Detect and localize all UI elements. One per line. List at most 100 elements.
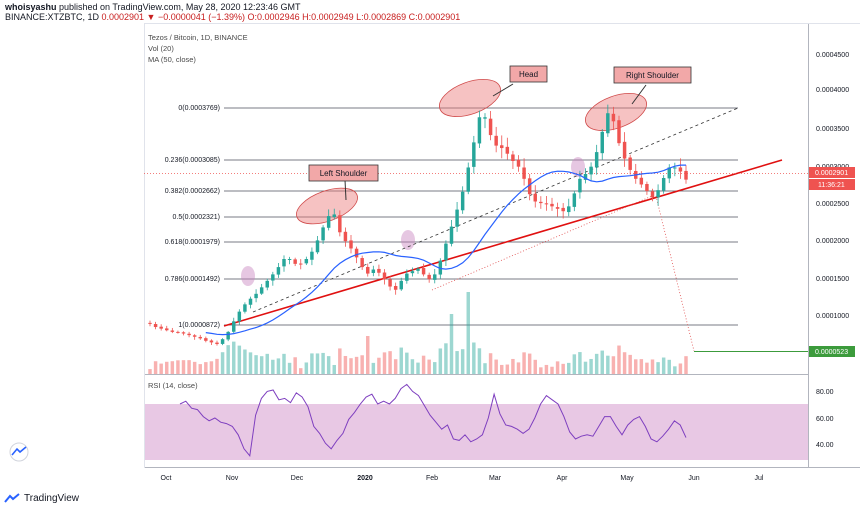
- candle-body[interactable]: [433, 274, 437, 280]
- candle-body[interactable]: [192, 335, 197, 337]
- candle-body[interactable]: [449, 226, 454, 244]
- callout-box[interactable]: [509, 65, 548, 83]
- head-ellipse[interactable]: [434, 72, 505, 124]
- candle-body[interactable]: [561, 207, 565, 212]
- candlesticks[interactable]: [148, 104, 688, 346]
- rsi-axis[interactable]: 80.00 60.00 40.00: [816, 389, 834, 449]
- left-shoulder-ellipse[interactable]: [292, 181, 362, 231]
- candle-body[interactable]: [366, 266, 370, 274]
- candle-body[interactable]: [661, 178, 666, 191]
- callout-right-shoulder[interactable]: Right Shoulder: [613, 66, 692, 105]
- candle-body[interactable]: [505, 146, 510, 154]
- channel-dashed-line[interactable]: [252, 107, 739, 313]
- price-pane[interactable]: [144, 23, 808, 374]
- candle-body[interactable]: [181, 332, 186, 334]
- pattern-highlights[interactable]: [241, 72, 652, 286]
- candle-body[interactable]: [393, 286, 398, 290]
- candle-body[interactable]: [589, 166, 593, 175]
- candle-body[interactable]: [332, 214, 336, 218]
- candle-body[interactable]: [299, 263, 303, 265]
- candle-body[interactable]: [606, 113, 610, 134]
- candle-body[interactable]: [516, 159, 521, 167]
- projection-line[interactable]: [655, 195, 695, 352]
- candle-body[interactable]: [282, 258, 286, 267]
- candle-body[interactable]: [650, 191, 655, 198]
- candle-body[interactable]: [539, 201, 543, 204]
- candle-body[interactable]: [567, 206, 571, 213]
- candle-body[interactable]: [522, 167, 526, 179]
- mini-shoulder-1[interactable]: [241, 266, 255, 286]
- candle-body[interactable]: [667, 167, 671, 179]
- rsi-line[interactable]: [179, 383, 687, 457]
- callout-box[interactable]: [308, 164, 379, 182]
- candle-body[interactable]: [466, 167, 470, 192]
- candle-body[interactable]: [460, 191, 465, 211]
- candle-body[interactable]: [572, 193, 577, 207]
- candle-body[interactable]: [583, 173, 588, 180]
- candle-body[interactable]: [578, 178, 582, 193]
- author-name[interactable]: whoisyashu: [5, 2, 57, 12]
- candle-body[interactable]: [388, 279, 392, 287]
- candle-body[interactable]: [678, 167, 683, 172]
- candle-body[interactable]: [472, 142, 476, 167]
- candle-body[interactable]: [237, 311, 242, 322]
- candle-body[interactable]: [594, 152, 599, 168]
- candle-body[interactable]: [600, 131, 604, 154]
- candle-body[interactable]: [494, 135, 498, 146]
- candle-body[interactable]: [421, 268, 426, 275]
- candle-body[interactable]: [220, 339, 225, 344]
- candle-body[interactable]: [416, 268, 420, 271]
- callout-head[interactable]: Head: [492, 65, 548, 97]
- candle-body[interactable]: [673, 167, 677, 169]
- candle-body[interactable]: [287, 258, 292, 260]
- candle-body[interactable]: [371, 269, 376, 274]
- candle-body[interactable]: [148, 322, 152, 324]
- candle-body[interactable]: [209, 340, 214, 343]
- candle-body[interactable]: [310, 251, 314, 260]
- candle-body[interactable]: [382, 272, 387, 280]
- candle-body[interactable]: [639, 177, 644, 185]
- candle-body[interactable]: [444, 243, 448, 261]
- candle-body[interactable]: [321, 227, 325, 241]
- candle-body[interactable]: [315, 240, 320, 253]
- candle-body[interactable]: [511, 154, 515, 162]
- candle-body[interactable]: [405, 273, 409, 281]
- time-axis[interactable]: Oct Nov Dec 2020 Feb Mar Apr May Jun Jul: [161, 475, 764, 482]
- candle-body[interactable]: [622, 141, 627, 159]
- candle-body[interactable]: [555, 207, 560, 209]
- candle-body[interactable]: [165, 328, 169, 331]
- candle-body[interactable]: [550, 203, 554, 207]
- candle-body[interactable]: [377, 268, 381, 273]
- candle-body[interactable]: [488, 118, 493, 136]
- candle-body[interactable]: [176, 331, 180, 333]
- candle-body[interactable]: [243, 304, 247, 312]
- candle-body[interactable]: [455, 209, 459, 227]
- right-shoulder-ellipse[interactable]: [580, 86, 651, 138]
- candle-body[interactable]: [259, 287, 264, 294]
- candle-body[interactable]: [153, 324, 158, 328]
- candle-body[interactable]: [500, 145, 504, 149]
- candle-body[interactable]: [215, 342, 219, 345]
- candle-body[interactable]: [533, 193, 537, 202]
- candle-body[interactable]: [349, 240, 353, 249]
- candle-body[interactable]: [232, 321, 236, 332]
- ma50-line[interactable]: [205, 164, 686, 336]
- candle-body[interactable]: [159, 326, 163, 329]
- candle-body[interactable]: [198, 336, 202, 339]
- mini-shoulder-2[interactable]: [401, 230, 415, 250]
- candle-body[interactable]: [483, 117, 487, 119]
- candle-body[interactable]: [265, 280, 269, 288]
- callout-box[interactable]: [613, 66, 692, 84]
- candle-body[interactable]: [226, 331, 230, 340]
- candle-body[interactable]: [477, 117, 482, 144]
- candle-body[interactable]: [438, 260, 443, 275]
- mini-shoulder-3[interactable]: [571, 157, 585, 177]
- candle-body[interactable]: [338, 215, 342, 233]
- tradingview-watermark-icon[interactable]: [9, 442, 29, 462]
- candle-body[interactable]: [645, 184, 649, 191]
- candle-body[interactable]: [343, 231, 348, 242]
- callout-left-shoulder[interactable]: Left Shoulder: [308, 164, 379, 201]
- support-trendline[interactable]: [223, 159, 783, 327]
- candle-body[interactable]: [410, 271, 415, 274]
